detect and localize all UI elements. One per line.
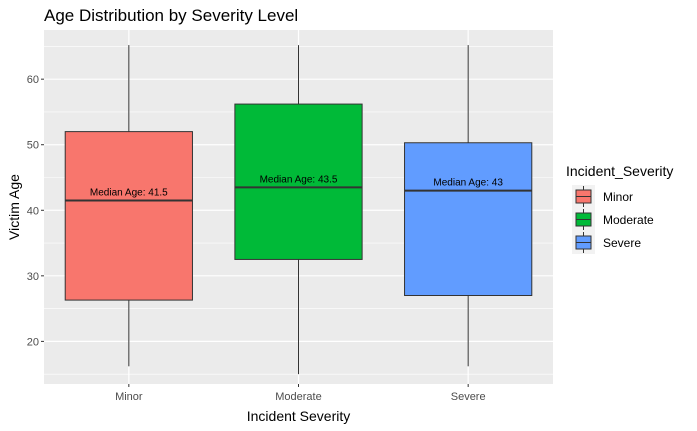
box-iqr — [404, 142, 533, 296]
legend-items: Minor Moderate Severe — [572, 185, 654, 254]
x-tick-label: Moderate — [275, 391, 321, 403]
y-tick-label: 30 — [27, 271, 39, 283]
median-annotation: Median Age: 43.5 — [260, 174, 338, 185]
y-axis-ticks: 20 30 40 50 60 — [27, 74, 44, 348]
legend-label: Severe — [603, 236, 641, 250]
y-tick-label: 20 — [27, 336, 39, 348]
box-minor: Median Age: 41.5 — [64, 45, 193, 367]
legend-label: Minor — [603, 190, 633, 204]
x-tick-label: Minor — [115, 391, 143, 403]
box-severe: Median Age: 43 — [404, 45, 533, 367]
median-annotation: Median Age: 41.5 — [90, 187, 168, 198]
legend-item-severe: Severe — [572, 231, 641, 254]
box-moderate: Median Age: 43.5 — [234, 45, 363, 375]
y-tick-label: 50 — [27, 140, 39, 152]
chart-title: Age Distribution by Severity Level — [44, 6, 298, 25]
legend-title: Incident_Severity — [566, 163, 673, 179]
x-axis-title: Incident Severity — [247, 408, 351, 424]
y-axis-title: Victim Age — [6, 174, 22, 240]
box-iqr — [64, 131, 193, 301]
x-axis-ticks: Minor Moderate Severe — [115, 384, 486, 403]
legend-label: Moderate — [603, 213, 654, 227]
median-annotation: Median Age: 43 — [433, 178, 503, 189]
x-tick-label: Severe — [451, 391, 486, 403]
box-iqr — [234, 103, 363, 260]
legend-item-moderate: Moderate — [572, 208, 654, 231]
legend: Incident_Severity Minor Moderate Severe — [566, 163, 673, 254]
box-layer: Median Age: 41.5 Median Age: 43.5 Median A… — [64, 45, 533, 375]
y-tick-label: 60 — [27, 74, 39, 86]
legend-item-minor: Minor — [572, 185, 633, 208]
y-tick-label: 40 — [27, 205, 39, 217]
